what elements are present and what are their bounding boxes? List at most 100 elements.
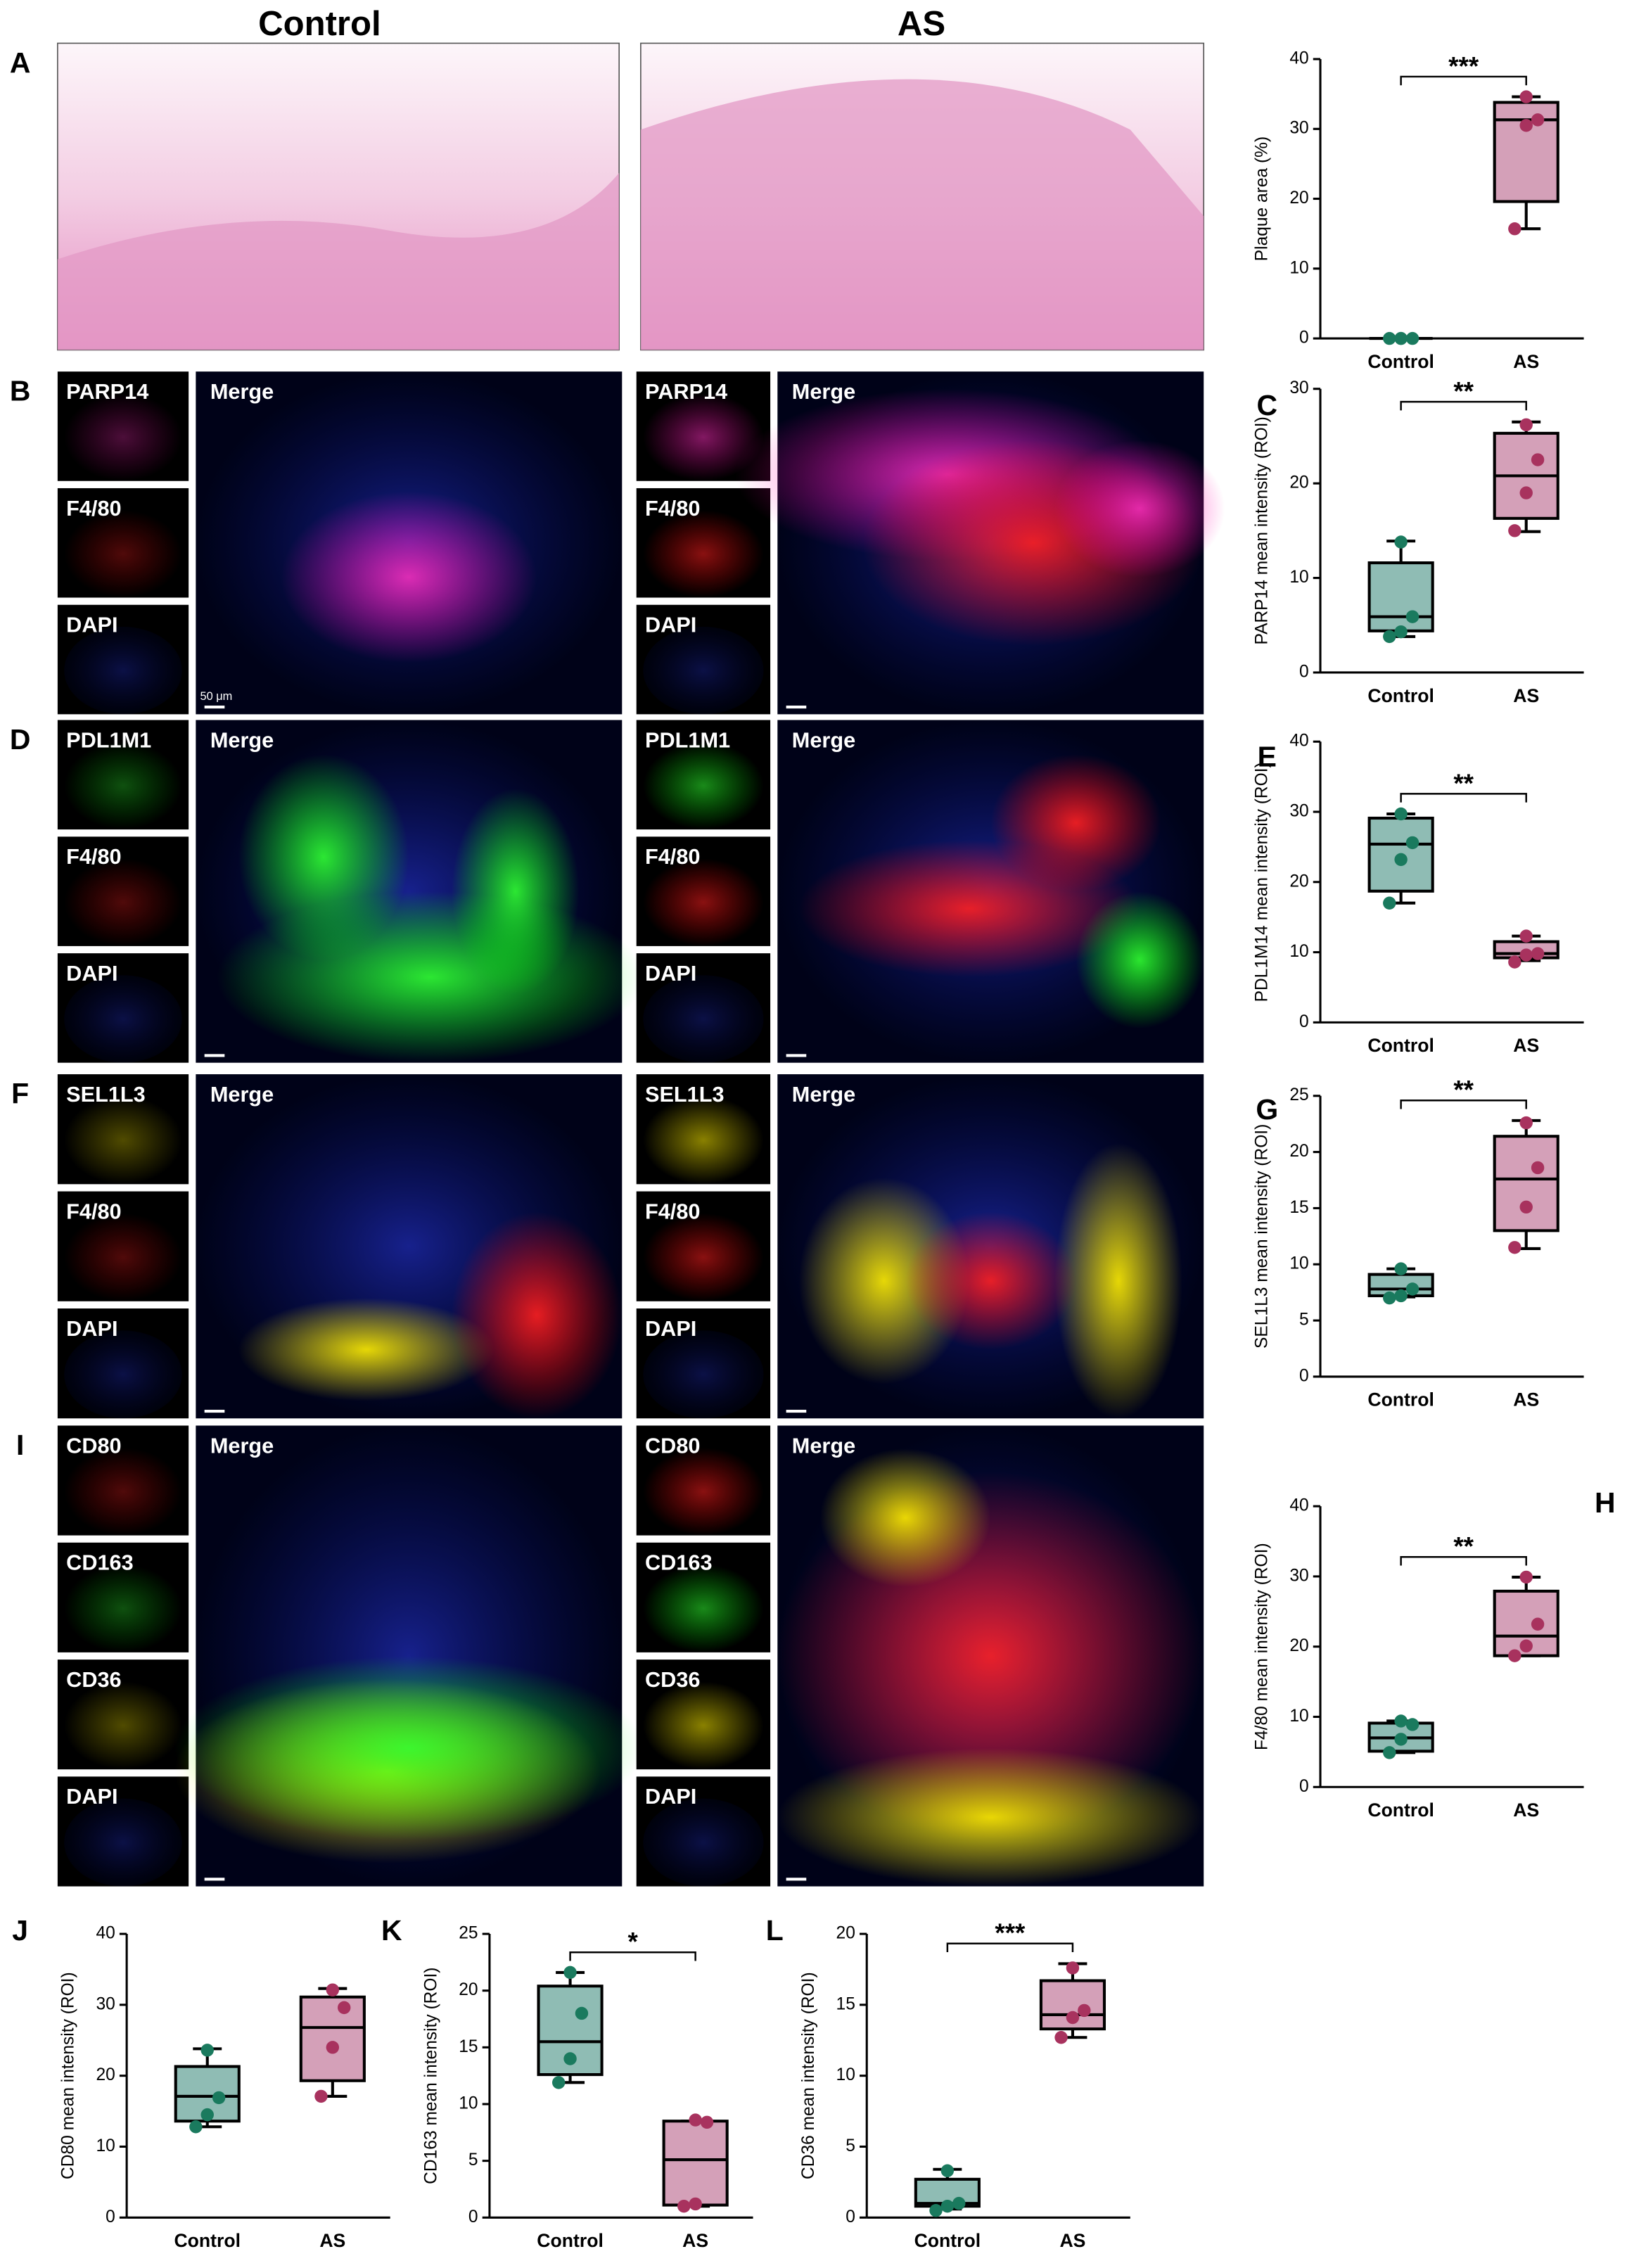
- channel-label: PDL1M1: [645, 727, 730, 752]
- channel-label: DAPI: [66, 613, 117, 637]
- y-axis-label: CD163 mean intensity (ROI): [422, 1968, 441, 2184]
- channel-signal: [643, 1565, 764, 1652]
- merge-signal: [1054, 1142, 1182, 1419]
- channel-label: CD163: [645, 1550, 713, 1575]
- merge-label: Merge: [210, 727, 274, 752]
- y-tick-label: 40: [96, 1924, 115, 1943]
- y-tick-label: 10: [1289, 1254, 1308, 1273]
- y-tick-label: 0: [468, 2208, 478, 2226]
- merge-label: Merge: [792, 379, 855, 404]
- y-tick-label: 10: [1289, 1707, 1308, 1726]
- x-tick-label: Control: [1367, 1389, 1434, 1410]
- channel-signal: [64, 1798, 182, 1887]
- data-point: [1383, 896, 1396, 910]
- channel-signal: [64, 741, 182, 830]
- data-point: [1394, 853, 1408, 867]
- channel-label: F4/80: [66, 844, 121, 869]
- channel-label: CD80: [66, 1433, 121, 1458]
- merge-label: Merge: [210, 1433, 274, 1458]
- data-point: [940, 2164, 955, 2177]
- channel-label: DAPI: [645, 961, 696, 986]
- x-tick-label: Control: [1367, 685, 1434, 706]
- merge-signal: [1054, 440, 1225, 578]
- y-tick-label: 0: [1299, 662, 1309, 681]
- merge-signal: [238, 754, 409, 960]
- significance-bracket: [1400, 400, 1527, 411]
- data-point: [212, 2091, 226, 2105]
- panel-letter: F: [11, 1078, 29, 1110]
- column-header: AS: [898, 5, 945, 43]
- scale-bar-label: 50 μm: [200, 690, 233, 703]
- data-point: [1508, 1649, 1521, 1662]
- data-point: [1508, 222, 1521, 236]
- y-tick-label: 40: [1289, 49, 1308, 68]
- data-point: [689, 2113, 702, 2127]
- y-tick-label: 10: [1289, 258, 1308, 277]
- column-header: Control: [258, 5, 381, 43]
- panel-letter: C: [1256, 389, 1277, 421]
- data-point: [200, 2044, 214, 2057]
- y-tick-label: 20: [459, 1980, 478, 1999]
- data-point: [551, 2076, 566, 2089]
- channel-signal: [643, 1213, 764, 1301]
- data-point: [1394, 1262, 1408, 1275]
- channel-signal: [643, 1681, 764, 1770]
- data-point: [1531, 1161, 1545, 1175]
- x-tick-label: Control: [174, 2230, 241, 2251]
- data-point: [575, 2006, 589, 2020]
- y-tick-label: 0: [1299, 1366, 1309, 1385]
- x-tick-label: AS: [319, 2230, 345, 2251]
- y-tick-label: 20: [836, 1924, 855, 1943]
- data-point: [1394, 1289, 1408, 1303]
- merge-label: Merge: [792, 1433, 855, 1458]
- y-tick-label: 5: [846, 2136, 855, 2155]
- x-tick-label: Control: [1367, 351, 1434, 372]
- significance-label: *: [627, 1928, 638, 1956]
- channel-label: F4/80: [66, 1199, 121, 1223]
- data-point: [1519, 486, 1533, 499]
- panel-letter: G: [1256, 1093, 1278, 1126]
- y-tick-label: 10: [836, 2065, 855, 2084]
- y-tick-label: 5: [468, 2151, 478, 2170]
- data-point: [940, 2199, 955, 2213]
- panel-letter: B: [10, 375, 31, 407]
- data-point: [1508, 524, 1521, 537]
- significance-bracket: [569, 1951, 696, 1961]
- significance-label: **: [1453, 769, 1474, 798]
- y-tick-label: 25: [1289, 1085, 1308, 1104]
- panel-letter: D: [10, 723, 31, 756]
- channel-signal: [643, 510, 764, 598]
- significance-bracket: [946, 1942, 1074, 1953]
- x-tick-label: AS: [1513, 1799, 1539, 1821]
- merge-signal: [905, 1211, 1076, 1350]
- significance-bracket: [1400, 1099, 1527, 1109]
- channel-label: DAPI: [645, 1784, 696, 1809]
- channel-signal: [64, 858, 182, 946]
- merge-signal: [281, 491, 537, 663]
- data-point: [314, 2089, 328, 2103]
- data-point: [1508, 955, 1521, 969]
- x-tick-label: Control: [1367, 1799, 1434, 1821]
- channel-signal: [64, 1447, 182, 1536]
- data-point: [1519, 1116, 1533, 1130]
- y-tick-label: 0: [846, 2208, 855, 2226]
- data-point: [1405, 1718, 1419, 1731]
- y-tick-label: 20: [1289, 1142, 1308, 1161]
- y-tick-label: 40: [1289, 1496, 1308, 1515]
- significance-label: ***: [1448, 51, 1479, 80]
- merge-signal: [798, 1177, 969, 1384]
- data-point: [1383, 1291, 1396, 1305]
- channel-label: F4/80: [645, 844, 700, 869]
- y-axis-label: Plaque area (%): [1253, 136, 1272, 261]
- data-point: [1519, 119, 1533, 132]
- channel-signal: [643, 1447, 764, 1536]
- data-point: [1394, 535, 1408, 549]
- significance-bracket: [1400, 1556, 1527, 1566]
- x-tick-label: Control: [537, 2230, 604, 2251]
- data-point: [1519, 929, 1533, 943]
- x-tick-label: AS: [1513, 1035, 1539, 1056]
- y-tick-label: 15: [1289, 1198, 1308, 1217]
- channel-label: F4/80: [645, 1199, 700, 1223]
